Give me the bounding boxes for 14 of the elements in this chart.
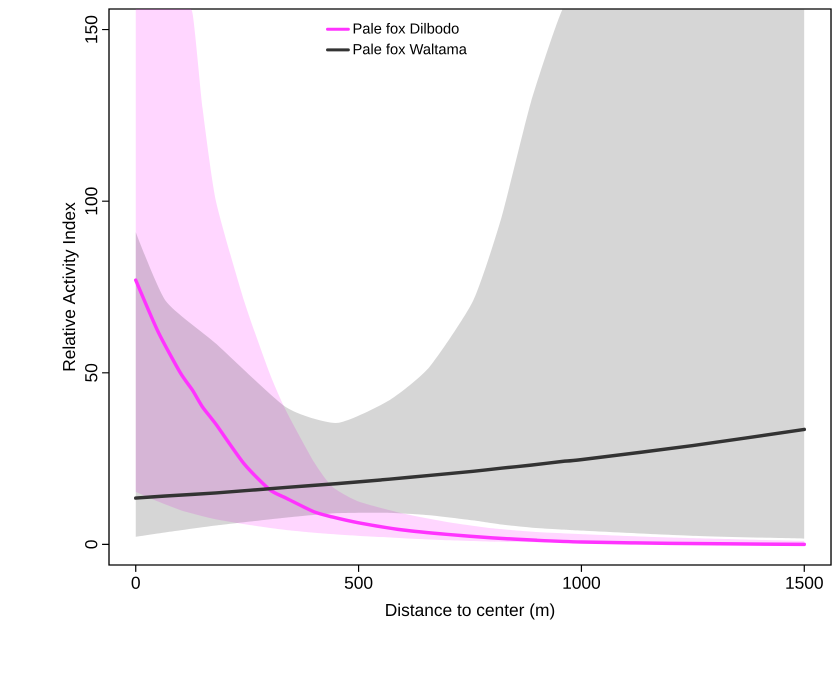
y-axis-title: Relative Activity Index [62, 202, 79, 370]
legend-label: Pale fox Waltama [354, 44, 467, 54]
x-axis-title: Distance to center (m) [386, 603, 554, 620]
y-tick-label: 100 [85, 187, 98, 214]
x-tick-label: 500 [344, 576, 372, 589]
line-series [134, 428, 806, 500]
y-tick-label: 150 [85, 16, 98, 43]
x-tick-label: 0 [132, 576, 140, 589]
line-series [134, 278, 806, 546]
x-tick-label: 1500 [786, 576, 823, 589]
y-tick-label: 0 [85, 540, 98, 549]
y-tick-label: 50 [85, 364, 98, 382]
legend-label: Pale fox Dilbodo [354, 22, 459, 34]
x-tick-label: 1000 [563, 576, 600, 589]
